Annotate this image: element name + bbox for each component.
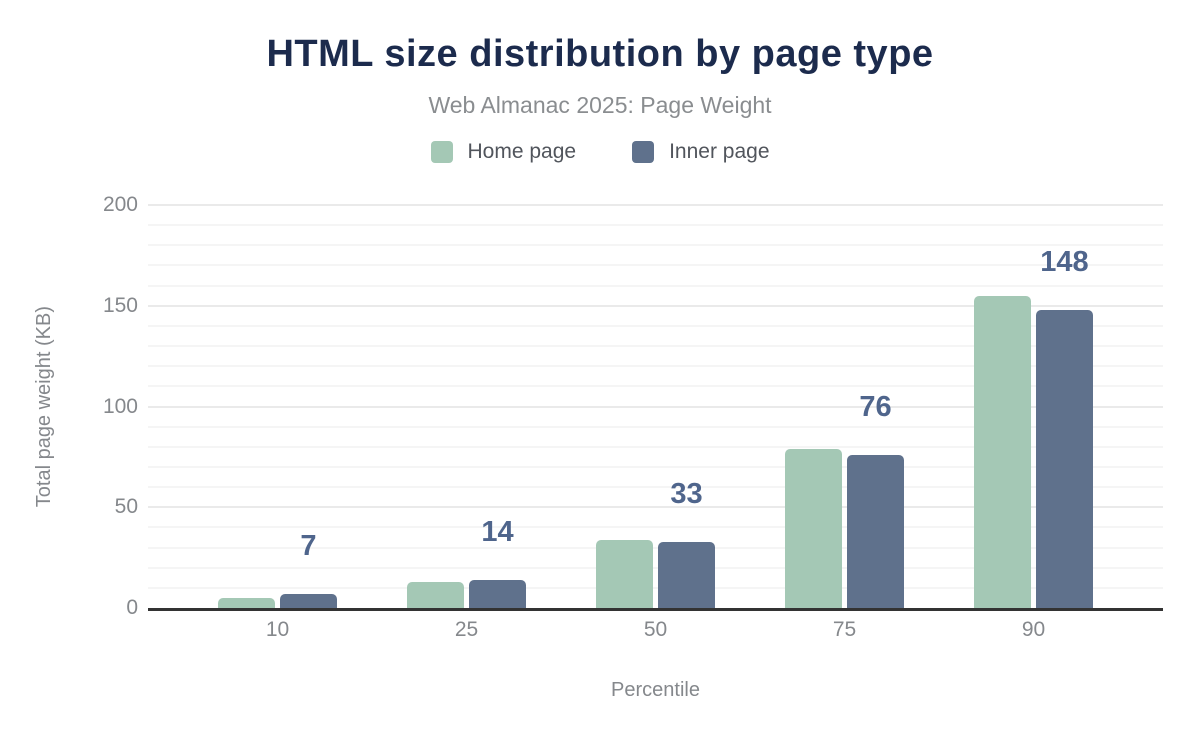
y-axis: 0 50 100 150 200 (0, 193, 138, 619)
bar-group-p25: 14 (372, 205, 561, 608)
gridline-190 (148, 224, 1163, 227)
gridline-170 (148, 264, 1163, 267)
gridline-200 (148, 204, 1163, 206)
y-tick-50: 50 (114, 495, 138, 519)
gridline-150 (148, 304, 1163, 307)
gridline-90 (148, 425, 1163, 428)
bar-home-page-p75 (785, 448, 842, 608)
y-tick-0: 0 (126, 596, 138, 619)
x-tick-90: 90 (1021, 618, 1046, 641)
bar-home-page-p90 (974, 295, 1031, 608)
gridline-180 (148, 244, 1163, 247)
gridline-160 (148, 284, 1163, 287)
gridline-140 (148, 324, 1163, 327)
bar-inner-page-p90: 148 (1036, 247, 1093, 608)
legend-item-inner-page[interactable]: Inner page (632, 140, 770, 164)
gridline-100 (148, 405, 1163, 408)
gridline-60 (148, 486, 1163, 489)
gridline-110 (148, 385, 1163, 388)
data-label-p25: 14 (481, 515, 514, 548)
gridline-40 (148, 526, 1163, 529)
data-label-p50: 33 (670, 477, 703, 510)
gridline-30 (148, 546, 1163, 549)
bar-group-p10: 7 (183, 205, 372, 608)
plot-area: 7 14 33 76 148 (148, 204, 1163, 611)
gridline-70 (148, 465, 1163, 468)
bar-home-page-p25 (407, 581, 464, 608)
data-label-p75: 76 (859, 390, 892, 423)
legend: Home page Inner page (0, 140, 1200, 164)
bar-home-page-p50 (596, 539, 653, 608)
gridline-130 (148, 345, 1163, 348)
bar-inner-page-p10: 7 (280, 531, 337, 608)
x-axis-title: Percentile (611, 679, 700, 701)
inner-page-swatch-icon (632, 141, 655, 163)
gridline-10 (148, 586, 1163, 589)
bar-inner-page-p25: 14 (469, 517, 526, 608)
data-label-p90: 148 (1040, 245, 1089, 278)
bar-inner-page-p75: 76 (847, 392, 904, 608)
x-axis-ticks: 10 25 50 75 90 (148, 617, 1163, 643)
legend-label-home-page: Home page (467, 140, 577, 163)
bars-row: 7 14 33 76 148 (148, 205, 1163, 608)
legend-label-inner-page: Inner page (669, 140, 770, 163)
gridline-50 (148, 506, 1163, 509)
bar-home-page-p10 (218, 597, 275, 608)
chart-title: HTML size distribution by page type (266, 33, 934, 75)
gridline-20 (148, 566, 1163, 569)
x-tick-10: 10 (265, 618, 290, 641)
y-tick-150: 150 (102, 293, 138, 317)
x-tick-25: 25 (454, 618, 479, 641)
chart-subtitle: Web Almanac 2025: Page Weight (428, 92, 772, 118)
home-page-swatch-icon (430, 141, 453, 163)
bar-group-p90: 148 (939, 205, 1128, 608)
legend-item-home-page[interactable]: Home page (430, 140, 577, 164)
bar-inner-page-p50: 33 (658, 479, 715, 608)
bar-group-p75: 76 (750, 205, 939, 608)
x-tick-75: 75 (832, 618, 857, 641)
gridline-80 (148, 445, 1163, 448)
x-tick-50: 50 (643, 618, 668, 641)
y-tick-100: 100 (102, 394, 138, 418)
y-tick-200: 200 (102, 193, 138, 216)
data-label-p10: 7 (300, 529, 317, 562)
bar-group-p50: 33 (561, 205, 750, 608)
gridline-120 (148, 365, 1163, 368)
